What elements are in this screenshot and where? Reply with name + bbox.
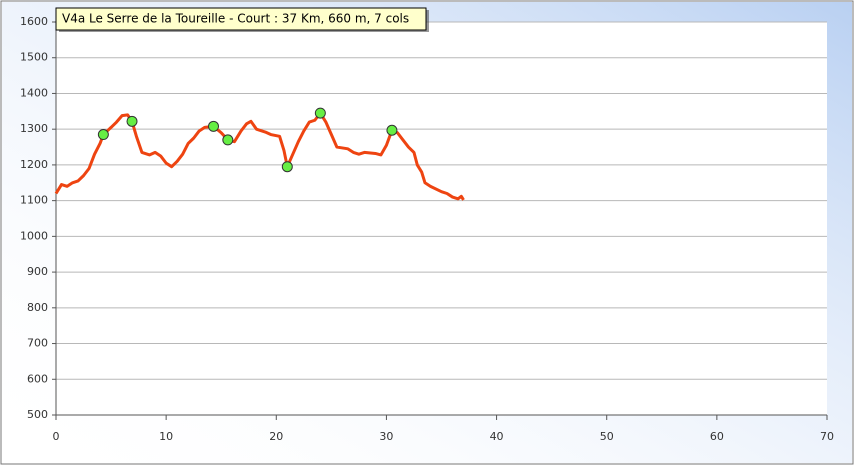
y-tick-label: 700 [27, 337, 48, 350]
x-tick-label: 10 [159, 430, 173, 443]
plot-area [56, 22, 827, 415]
col-marker [126, 115, 138, 127]
y-tick-label: 1000 [20, 229, 48, 242]
col-marker [97, 129, 109, 141]
y-tick-label: 1500 [20, 51, 48, 64]
elevation-line [54, 111, 465, 201]
y-tick-label: 500 [27, 408, 48, 421]
x-tick-label: 20 [269, 430, 283, 443]
chart-title: V4a Le Serre de la Toureille - Court : 3… [62, 12, 409, 26]
x-tick-label: 60 [710, 430, 724, 443]
x-tick-label: 50 [600, 430, 614, 443]
y-tick-label: 800 [27, 301, 48, 314]
y-tick-label: 1300 [20, 122, 48, 135]
col-marker [281, 161, 293, 173]
x-tick-label: 30 [379, 430, 393, 443]
x-tick-label: 0 [53, 430, 60, 443]
title-box [55, 7, 427, 31]
col-marker [386, 124, 398, 136]
col-marker [222, 134, 234, 146]
x-tick-label: 40 [490, 430, 504, 443]
col-marker [314, 107, 326, 119]
y-tick-label: 1200 [20, 158, 48, 171]
y-tick-label: 600 [27, 372, 48, 385]
y-tick-label: 900 [27, 265, 48, 278]
y-tick-label: 1600 [20, 15, 48, 28]
y-tick-label: 1100 [20, 194, 48, 207]
col-marker [208, 120, 220, 132]
x-tick-label: 70 [820, 430, 834, 443]
y-tick-label: 1400 [20, 86, 48, 99]
